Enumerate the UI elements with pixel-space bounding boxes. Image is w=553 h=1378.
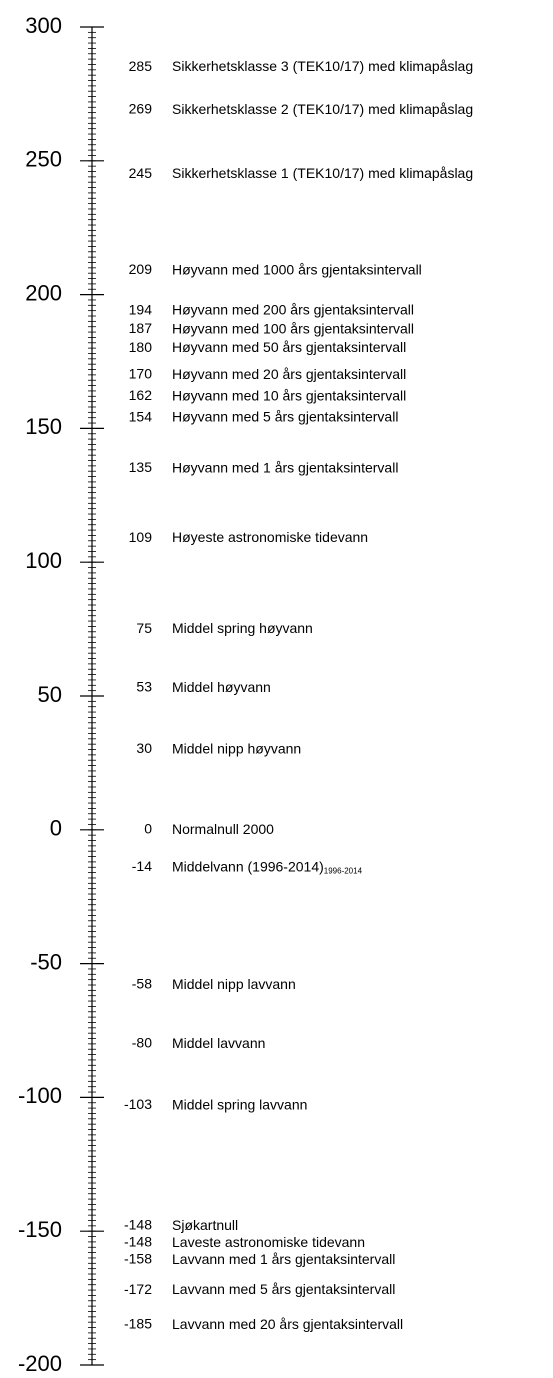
level-text: Høyvann med 1 års gjentaksintervall: [172, 459, 398, 475]
level-value: 269: [129, 101, 153, 117]
level-value: -80: [132, 1035, 152, 1051]
y-tick-label: 0: [50, 816, 62, 841]
level-value: 154: [129, 408, 153, 424]
level-label: Høyvann med 5 års gjentaksintervall: [172, 408, 398, 424]
level-text: Middel høyvann: [172, 679, 271, 695]
level-label: Laveste astronomiske tidevann: [172, 1234, 365, 1250]
level-value: 209: [129, 261, 153, 277]
level-label: Middel nipp lavvann: [172, 976, 296, 992]
level-label: Middel lavvann: [172, 1035, 265, 1051]
level-label: Lavvann med 5 års gjentaksintervall: [172, 1281, 395, 1297]
level-value: -58: [132, 976, 152, 992]
level-text: Middel lavvann: [172, 1035, 265, 1051]
level-value: 170: [129, 366, 153, 382]
y-tick-label: 150: [25, 414, 62, 439]
level-label: Middel høyvann: [172, 679, 271, 695]
level-text: Middel nipp høyvann: [172, 740, 301, 756]
level-value: -185: [124, 1316, 152, 1332]
level-value: -148: [124, 1234, 152, 1250]
level-text: Sikkerhetsklasse 1 (TEK10/17) med klimap…: [172, 165, 473, 181]
y-tick-label: 250: [25, 147, 62, 172]
level-label: Middel spring høyvann: [172, 620, 313, 636]
level-text: Sikkerhetsklasse 2 (TEK10/17) med klimap…: [172, 101, 473, 117]
level-label: Høyvann med 20 års gjentaksintervall: [172, 366, 406, 382]
level-label: Høyvann med 200 års gjentaksintervall: [172, 301, 414, 317]
y-tick-label: -100: [18, 1083, 62, 1108]
level-value: 0: [144, 821, 152, 837]
level-text: Middelvann (1996-2014): [172, 858, 324, 874]
level-text: Normalnull 2000: [172, 821, 274, 837]
y-tick-label: 300: [25, 13, 62, 38]
level-text: Sikkerhetsklasse 3 (TEK10/17) med klimap…: [172, 58, 473, 74]
y-tick-label: -150: [18, 1217, 62, 1242]
level-text: Høyvann med 1000 års gjentaksintervall: [172, 261, 422, 277]
y-tick-label: 100: [25, 548, 62, 573]
level-value: 109: [129, 529, 153, 545]
y-tick-label: -200: [18, 1351, 62, 1376]
level-text: Høyvann med 5 års gjentaksintervall: [172, 408, 398, 424]
level-label: Høyvann med 100 års gjentaksintervall: [172, 320, 414, 336]
level-value: 53: [136, 679, 152, 695]
level-value: 285: [129, 58, 153, 74]
level-value: -14: [132, 858, 152, 874]
level-label: Høyvann med 50 års gjentaksintervall: [172, 339, 406, 355]
level-text: Høyvann med 20 års gjentaksintervall: [172, 366, 406, 382]
level-value: 194: [129, 301, 153, 317]
level-label: Høyvann med 10 års gjentaksintervall: [172, 387, 406, 403]
y-tick-label: 50: [38, 682, 62, 707]
level-text: Lavvann med 20 års gjentaksintervall: [172, 1316, 403, 1332]
level-value: -172: [124, 1281, 152, 1297]
y-tick-label: -50: [30, 949, 62, 974]
level-label: Middel nipp høyvann: [172, 740, 301, 756]
level-text: Høyeste astronomiske tidevann: [172, 529, 368, 545]
level-text: Lavvann med 1 års gjentaksintervall: [172, 1251, 395, 1267]
level-value: 162: [129, 387, 153, 403]
level-value: 75: [136, 620, 152, 636]
level-value: 245: [129, 165, 153, 181]
y-tick-label: 200: [25, 280, 62, 305]
level-value: 135: [129, 459, 153, 475]
level-text: Lavvann med 5 års gjentaksintervall: [172, 1281, 395, 1297]
level-text: Sjøkartnull: [172, 1217, 238, 1233]
level-label: Normalnull 2000: [172, 821, 274, 837]
level-value: -103: [124, 1096, 152, 1112]
level-text: Høyvann med 10 års gjentaksintervall: [172, 387, 406, 403]
level-text: Høyvann med 50 års gjentaksintervall: [172, 339, 406, 355]
level-value: 180: [129, 339, 153, 355]
level-value: 187: [129, 320, 153, 336]
level-label: Middelvann (1996-2014)1996-2014: [172, 858, 363, 875]
level-text: Middel spring lavvann: [172, 1096, 307, 1112]
level-text: Høyvann med 200 års gjentaksintervall: [172, 301, 414, 317]
level-label: Lavvann med 1 års gjentaksintervall: [172, 1251, 395, 1267]
level-label: Høyvann med 1 års gjentaksintervall: [172, 459, 398, 475]
level-label: Høyeste astronomiske tidevann: [172, 529, 368, 545]
level-label: Middel spring lavvann: [172, 1096, 307, 1112]
level-value: -148: [124, 1217, 152, 1233]
level-label: Lavvann med 20 års gjentaksintervall: [172, 1316, 403, 1332]
level-label: Sikkerhetsklasse 2 (TEK10/17) med klimap…: [172, 101, 473, 117]
level-text: Laveste astronomiske tidevann: [172, 1234, 365, 1250]
level-value: 30: [136, 740, 152, 756]
level-label: Sikkerhetsklasse 3 (TEK10/17) med klimap…: [172, 58, 473, 74]
level-text: Høyvann med 100 års gjentaksintervall: [172, 320, 414, 336]
level-label: Sjøkartnull: [172, 1217, 238, 1233]
level-subscript: 1996-2014: [324, 866, 363, 875]
level-text: Middel nipp lavvann: [172, 976, 296, 992]
level-text: Middel spring høyvann: [172, 620, 313, 636]
level-label: Høyvann med 1000 års gjentaksintervall: [172, 261, 422, 277]
level-value: -158: [124, 1251, 152, 1267]
level-label: Sikkerhetsklasse 1 (TEK10/17) med klimap…: [172, 165, 473, 181]
